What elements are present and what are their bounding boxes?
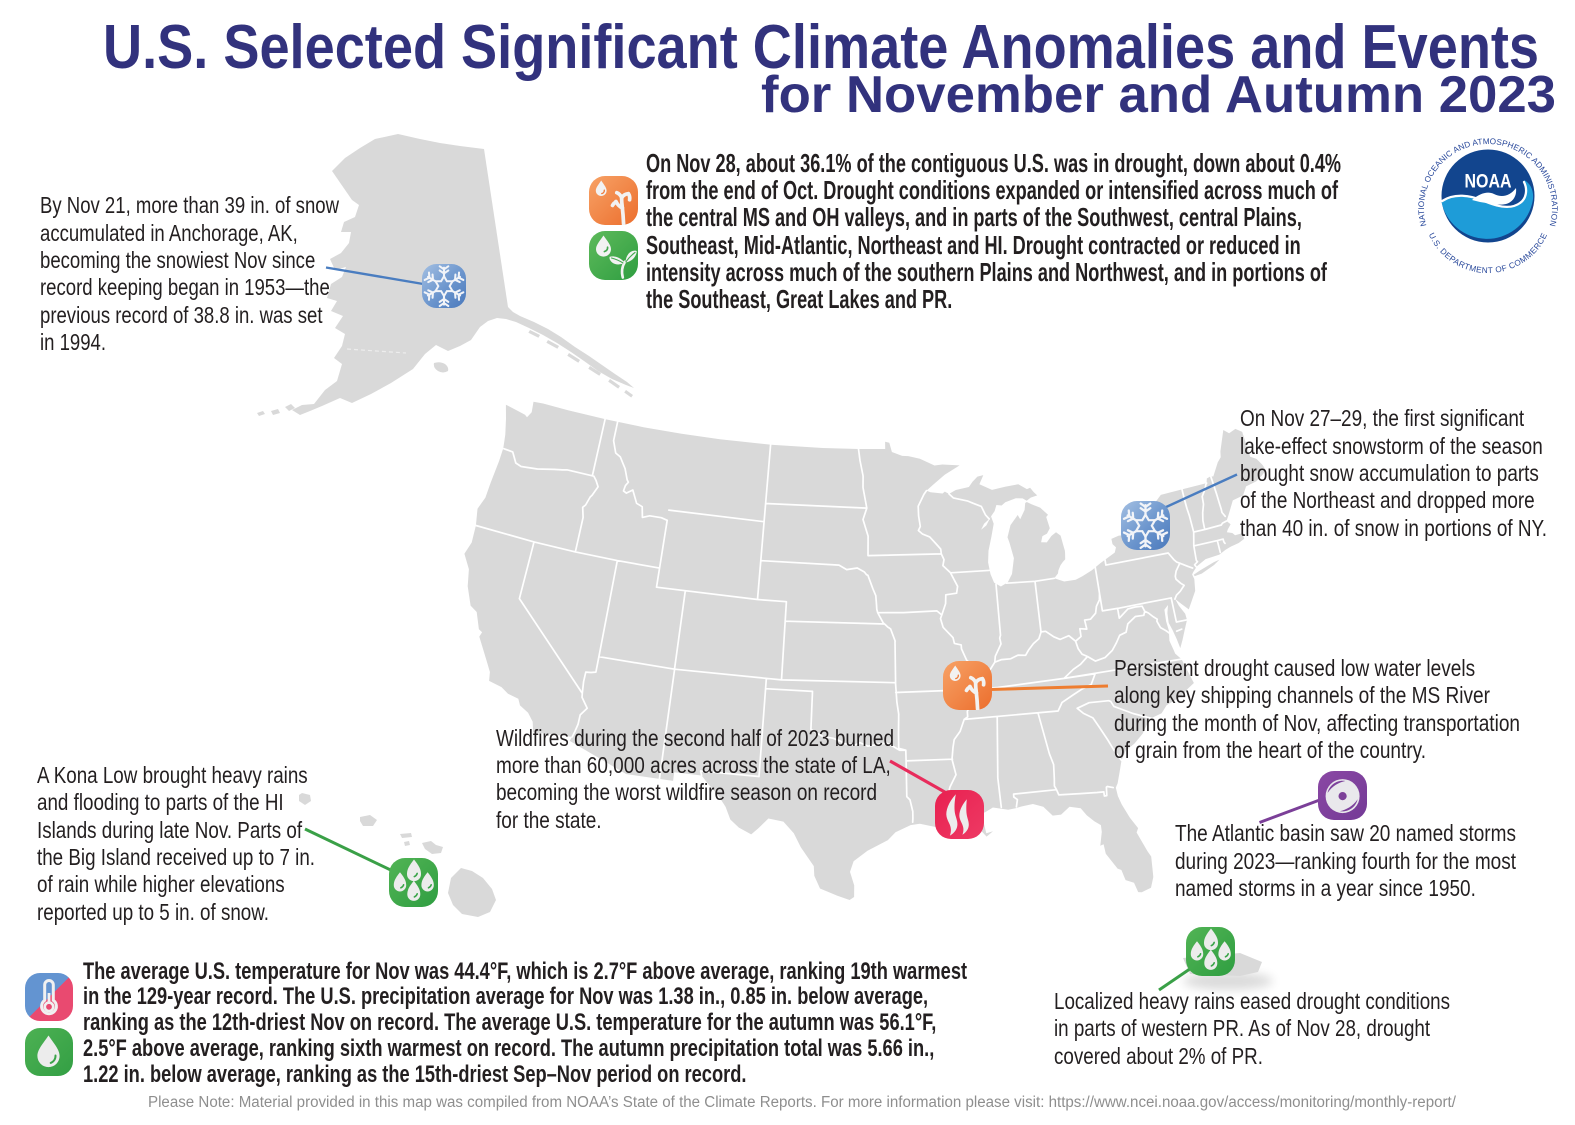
svg-text:NOAA: NOAA bbox=[1465, 170, 1512, 192]
